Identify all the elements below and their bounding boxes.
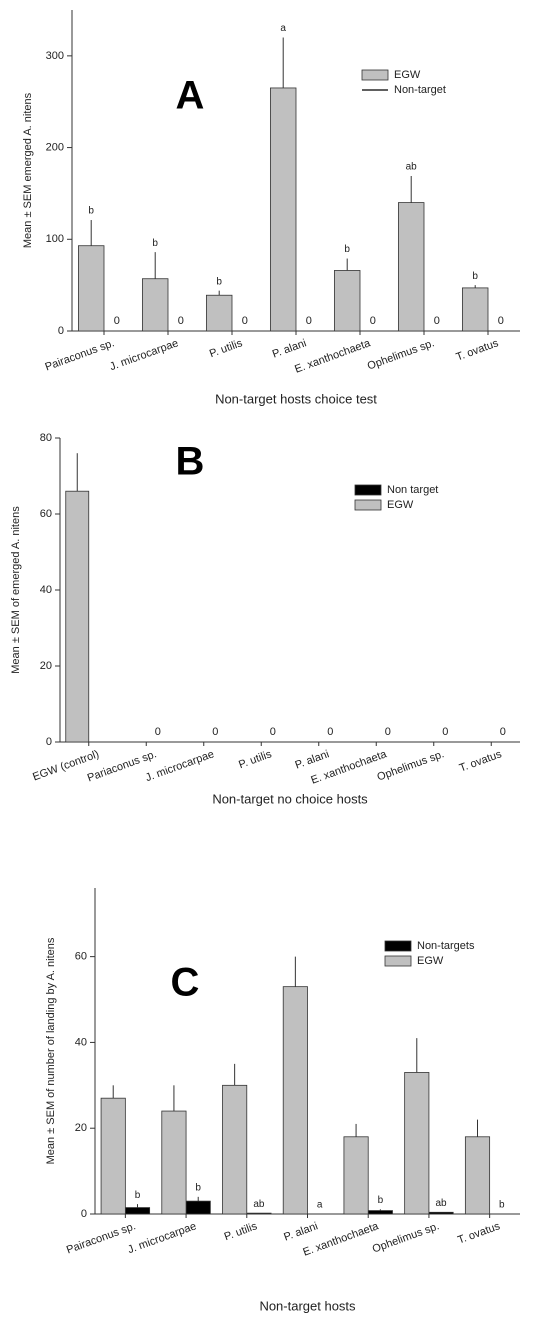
y-tick-label: 100 <box>46 233 64 245</box>
bar <box>333 270 361 332</box>
x-tick-label: Ophelimus sp. <box>371 1220 441 1255</box>
x-tick-label: J. microcarpae <box>126 1220 198 1256</box>
y-tick-label: 0 <box>46 736 52 748</box>
significance-letter: b <box>378 1195 384 1206</box>
x-tick-label: Ophelimus sp. <box>376 748 446 783</box>
legend-marker <box>384 940 412 952</box>
x-tick-label: T. ovatus <box>456 1220 502 1247</box>
data-label: 0 <box>370 315 376 327</box>
significance-letter: b <box>216 276 222 287</box>
y-tick-label: 60 <box>40 508 52 520</box>
data-label: 0 <box>212 726 218 738</box>
data-label: 0 <box>114 315 120 327</box>
legend-label: Non target <box>387 484 438 496</box>
panel-label: C <box>171 961 200 1005</box>
data-label: 0 <box>178 315 184 327</box>
data-label: 0 <box>500 726 506 738</box>
panel-label: A <box>176 74 205 118</box>
bar <box>343 1136 369 1215</box>
x-tick-label: Ophelimus sp. <box>366 337 436 372</box>
data-label: 0 <box>306 315 312 327</box>
y-tick-label: 0 <box>58 325 64 337</box>
significance-letter: ab <box>406 162 418 173</box>
bar <box>124 1207 151 1215</box>
significance-letter: b <box>195 1182 201 1193</box>
legend-label: EGW <box>417 955 444 967</box>
legend-marker <box>354 499 382 511</box>
legend-marker <box>361 69 389 81</box>
x-tick-label: T. ovatus <box>455 337 501 364</box>
significance-letter: ab <box>253 1199 265 1210</box>
y-tick-label: 20 <box>75 1122 87 1134</box>
y-tick-label: 60 <box>75 951 87 963</box>
data-label: 0 <box>385 726 391 738</box>
y-tick-label: 40 <box>75 1036 87 1048</box>
significance-letter: b <box>344 244 350 255</box>
significance-letter: b <box>499 1200 505 1211</box>
data-label: 0 <box>442 726 448 738</box>
y-axis-label: Mean ± SEM of number of landing by A. ni… <box>45 937 57 1164</box>
bar <box>464 1136 491 1215</box>
y-tick-label: 0 <box>81 1208 87 1220</box>
x-axis-label: Non-target no choice hosts <box>212 791 368 806</box>
bar <box>461 287 489 332</box>
significance-letter: b <box>135 1190 141 1201</box>
y-tick-label: 200 <box>46 141 64 153</box>
x-tick-label: J. microcarpae <box>108 337 180 373</box>
significance-letter: b <box>88 206 94 217</box>
y-tick-label: 80 <box>40 432 52 444</box>
x-axis-label: Non-target hosts choice test <box>215 391 377 406</box>
data-label: 0 <box>434 315 440 327</box>
significance-letter: b <box>472 271 478 282</box>
bar <box>404 1072 430 1215</box>
data-label: 0 <box>270 726 276 738</box>
bar <box>397 202 425 332</box>
data-label: 0 <box>498 315 504 327</box>
bar <box>185 1200 211 1215</box>
bar <box>65 490 90 743</box>
data-label: 0 <box>155 726 161 738</box>
significance-letter: ab <box>436 1198 448 1209</box>
bar <box>78 245 105 332</box>
x-tick-label: Pairaconus sp. <box>44 337 116 373</box>
bar <box>367 1210 393 1215</box>
y-axis-label: Mean ± SEM of emerged A. nitens <box>10 506 22 674</box>
bar <box>428 1211 454 1215</box>
x-tick-label: T. ovatus <box>458 748 504 775</box>
x-tick-label: Pairaconus sp. <box>65 1220 137 1256</box>
legend-label: Non-targets <box>417 940 475 952</box>
x-tick-label: P. utilis <box>223 1220 260 1243</box>
legend-marker <box>354 484 382 496</box>
bar <box>205 294 233 332</box>
y-axis-label: Mean ± SEM emerged A. nitens <box>22 92 34 248</box>
bar <box>282 986 308 1215</box>
y-tick-label: 40 <box>40 584 52 596</box>
significance-letter: a <box>317 1200 323 1211</box>
data-label: 0 <box>327 726 333 738</box>
data-label: 0 <box>242 315 248 327</box>
x-axis-label: Non-target hosts <box>259 1298 356 1313</box>
x-tick-label: P. alani <box>294 748 331 771</box>
bar <box>246 1212 272 1215</box>
legend-label: Non-target <box>394 84 446 96</box>
legend-label: EGW <box>387 499 414 511</box>
legend-marker <box>384 955 412 967</box>
bar <box>161 1110 187 1215</box>
panel-label: B <box>176 440 205 484</box>
bar <box>222 1084 248 1215</box>
y-tick-label: 300 <box>46 50 64 62</box>
y-tick-label: 20 <box>40 660 52 672</box>
significance-letter: a <box>280 23 286 34</box>
legend-label: EGW <box>394 69 421 81</box>
x-tick-label: P. alani <box>282 1220 319 1243</box>
bar <box>269 87 297 332</box>
significance-letter: b <box>152 238 158 249</box>
bar <box>141 278 169 332</box>
x-tick-label: P. alani <box>271 337 308 360</box>
x-tick-label: P. utilis <box>208 337 245 360</box>
x-tick-label: P. utilis <box>237 748 274 771</box>
bar <box>100 1097 126 1215</box>
